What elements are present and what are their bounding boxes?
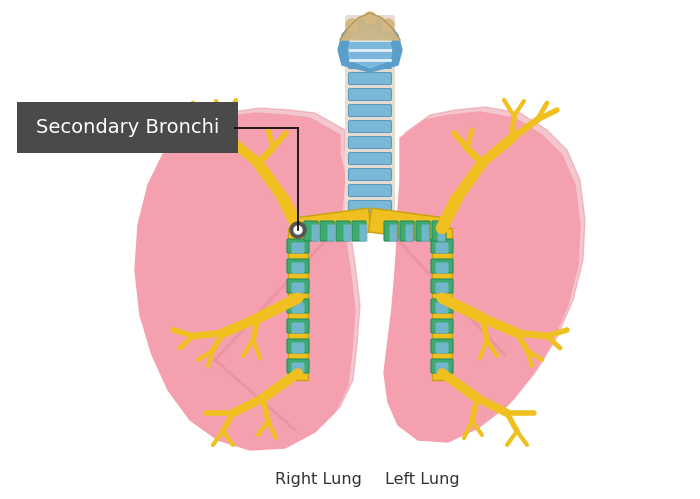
FancyBboxPatch shape — [349, 56, 391, 68]
FancyBboxPatch shape — [435, 342, 449, 353]
Circle shape — [364, 12, 376, 24]
FancyBboxPatch shape — [405, 225, 414, 242]
FancyBboxPatch shape — [287, 339, 309, 353]
FancyBboxPatch shape — [345, 15, 395, 223]
FancyBboxPatch shape — [435, 282, 449, 293]
FancyBboxPatch shape — [431, 239, 453, 253]
FancyBboxPatch shape — [320, 221, 334, 241]
Polygon shape — [432, 228, 452, 380]
FancyBboxPatch shape — [431, 319, 453, 333]
FancyBboxPatch shape — [349, 169, 391, 181]
FancyBboxPatch shape — [287, 239, 309, 253]
Text: Left Lung: Left Lung — [385, 472, 459, 487]
FancyBboxPatch shape — [349, 72, 391, 84]
Polygon shape — [340, 13, 400, 40]
FancyBboxPatch shape — [291, 282, 304, 293]
FancyBboxPatch shape — [287, 259, 309, 273]
Polygon shape — [384, 112, 580, 442]
Polygon shape — [135, 113, 355, 450]
FancyBboxPatch shape — [431, 299, 453, 313]
Circle shape — [382, 19, 394, 31]
FancyBboxPatch shape — [291, 342, 304, 353]
FancyBboxPatch shape — [349, 153, 391, 165]
FancyBboxPatch shape — [287, 359, 309, 373]
FancyBboxPatch shape — [291, 322, 304, 333]
FancyBboxPatch shape — [384, 221, 398, 241]
FancyBboxPatch shape — [435, 262, 449, 273]
FancyBboxPatch shape — [287, 279, 309, 293]
Polygon shape — [348, 30, 392, 68]
FancyBboxPatch shape — [344, 225, 351, 242]
FancyBboxPatch shape — [291, 302, 304, 313]
Text: Secondary Bronchi: Secondary Bronchi — [36, 118, 219, 137]
FancyBboxPatch shape — [431, 339, 453, 353]
FancyBboxPatch shape — [328, 225, 335, 242]
Circle shape — [290, 222, 306, 238]
FancyBboxPatch shape — [349, 88, 391, 100]
FancyBboxPatch shape — [349, 24, 391, 36]
Polygon shape — [293, 208, 372, 242]
FancyBboxPatch shape — [349, 137, 391, 149]
FancyBboxPatch shape — [304, 221, 318, 241]
FancyBboxPatch shape — [291, 243, 304, 253]
FancyBboxPatch shape — [421, 225, 430, 242]
FancyBboxPatch shape — [291, 362, 304, 373]
FancyBboxPatch shape — [400, 221, 414, 241]
FancyBboxPatch shape — [431, 259, 453, 273]
Polygon shape — [368, 208, 447, 242]
FancyBboxPatch shape — [435, 322, 449, 333]
Polygon shape — [338, 16, 402, 72]
FancyBboxPatch shape — [416, 221, 430, 241]
FancyBboxPatch shape — [389, 225, 398, 242]
Polygon shape — [389, 107, 585, 437]
FancyBboxPatch shape — [431, 279, 453, 293]
Polygon shape — [140, 108, 360, 445]
FancyBboxPatch shape — [360, 225, 368, 242]
Polygon shape — [288, 228, 308, 380]
FancyBboxPatch shape — [287, 299, 309, 313]
FancyBboxPatch shape — [349, 120, 391, 133]
FancyBboxPatch shape — [435, 302, 449, 313]
FancyBboxPatch shape — [349, 40, 391, 52]
FancyBboxPatch shape — [431, 359, 453, 373]
FancyBboxPatch shape — [349, 104, 391, 116]
Circle shape — [294, 226, 302, 234]
FancyBboxPatch shape — [349, 201, 391, 213]
FancyBboxPatch shape — [336, 221, 350, 241]
FancyBboxPatch shape — [291, 262, 304, 273]
FancyBboxPatch shape — [432, 221, 446, 241]
Text: Right Lung: Right Lung — [274, 472, 361, 487]
FancyBboxPatch shape — [349, 185, 391, 197]
FancyBboxPatch shape — [435, 243, 449, 253]
Circle shape — [346, 19, 358, 31]
FancyBboxPatch shape — [312, 225, 319, 242]
FancyBboxPatch shape — [352, 221, 366, 241]
FancyBboxPatch shape — [17, 102, 238, 153]
FancyBboxPatch shape — [435, 362, 449, 373]
FancyBboxPatch shape — [438, 225, 445, 242]
FancyBboxPatch shape — [287, 319, 309, 333]
